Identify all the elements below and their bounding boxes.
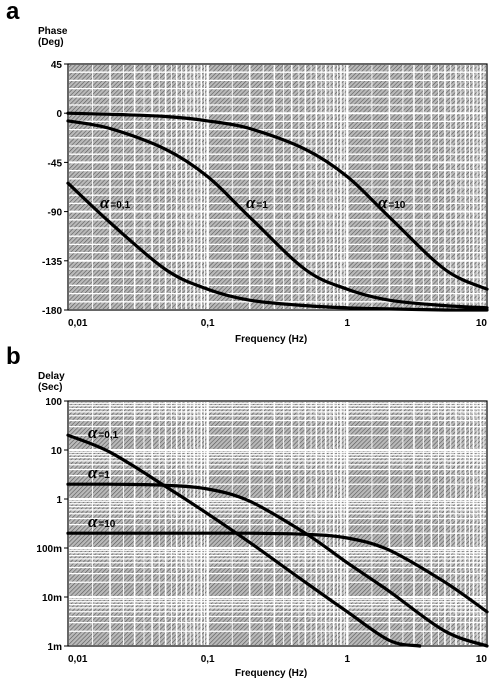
y-tick-label: 10 <box>51 446 63 457</box>
series-line <box>66 531 489 614</box>
series-line <box>66 111 489 291</box>
series-label: α=1 <box>88 463 110 482</box>
delay-axis-label: Delay (Sec) <box>38 371 65 393</box>
phase-axis-label-line2: (Deg) <box>38 37 64 48</box>
delay-axis-label-line1: Delay <box>38 371 65 382</box>
x-tick-label: 10 <box>476 654 488 665</box>
y-tick-label: -90 <box>48 208 63 219</box>
grid-lines <box>66 63 489 311</box>
y-tick-label: 10m <box>42 593 62 604</box>
x-tick-label: 0,1 <box>201 654 215 665</box>
series-label: α=1 <box>246 193 268 212</box>
delay-axis-label-line2: (Sec) <box>38 382 63 393</box>
series-line <box>66 433 422 648</box>
y-tick-label: 100 <box>45 397 62 408</box>
frequency-axis-label-a: Frequency (Hz) <box>235 334 308 345</box>
plot-frame <box>67 400 488 647</box>
phase-axis-label-line1: Phase <box>38 26 68 37</box>
x-tick-label: 1 <box>345 318 351 329</box>
y-tick-label: -135 <box>42 257 62 268</box>
y-tick-label: 1m <box>48 642 63 653</box>
series-line <box>66 181 489 312</box>
y-tick-label: -180 <box>42 306 62 317</box>
plot-frame <box>67 63 488 311</box>
phase-plot: 45 0 -45 -90 -135 -180 0,01 0,1 1 10 α=0,1 α=1 α=10 <box>42 60 489 329</box>
y-tick-label: -45 <box>48 158 63 169</box>
series-line <box>66 119 489 310</box>
y-tick-label: 1 <box>56 495 62 506</box>
phase-axis-label: Phase (Deg) <box>38 26 67 48</box>
panel-letter-b: b <box>6 343 21 370</box>
series-label: α=10 <box>88 512 116 531</box>
delay-plot: 100 10 1 100m 10m 1m 0,01 0,1 1 10 α=0,1 α=1 α=10 <box>36 397 489 665</box>
series-label: α=0,1 <box>100 193 131 212</box>
y-tick-label: 0 <box>56 109 62 120</box>
series-label: α=10 <box>378 193 406 212</box>
panel-letter-a: a <box>6 0 20 25</box>
y-tick-label: 45 <box>51 60 63 71</box>
series-label: α=0,1 <box>88 423 119 442</box>
x-tick-label: 0,01 <box>68 654 88 665</box>
x-tick-label: 10 <box>476 318 488 329</box>
x-tick-label: 0,1 <box>201 318 215 329</box>
plot-background <box>68 401 487 646</box>
frequency-axis-label-b: Frequency (Hz) <box>235 668 308 679</box>
series-line <box>66 482 489 648</box>
x-tick-label: 0,01 <box>68 318 88 329</box>
x-tick-label: 1 <box>345 654 351 665</box>
y-tick-label: 100m <box>36 544 62 555</box>
